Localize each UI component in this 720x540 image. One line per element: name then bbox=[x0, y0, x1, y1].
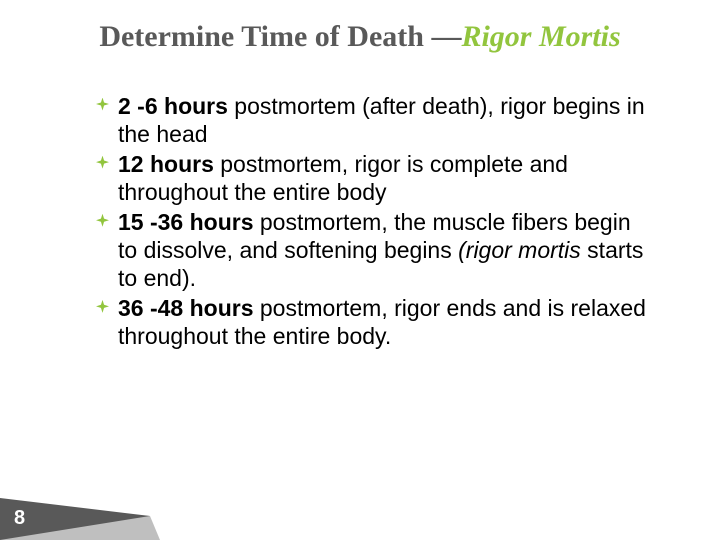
title-accent: Rigor Mortis bbox=[461, 20, 620, 53]
list-item: 36 -48 hours postmortem, rigor ends and … bbox=[96, 294, 656, 350]
list-item: 15 -36 hours postmortem, the muscle fibe… bbox=[96, 208, 656, 292]
bullet-bold: 2 -6 hours bbox=[118, 93, 228, 119]
bullet-bold: 12 hours bbox=[118, 151, 214, 177]
bullet-italic: (rigor mortis bbox=[458, 237, 581, 263]
bullet-list: 2 -6 hours postmortem (after death), rig… bbox=[40, 92, 680, 350]
slide-title: Determine Time of Death —Rigor Mortis bbox=[40, 18, 680, 56]
title-plain: Determine Time of Death — bbox=[99, 20, 461, 53]
list-item: 12 hours postmortem, rigor is complete a… bbox=[96, 150, 656, 206]
page-number: 8 bbox=[14, 507, 25, 530]
list-item: 2 -6 hours postmortem (after death), rig… bbox=[96, 92, 656, 148]
bullet-bold: 15 -36 hours bbox=[118, 209, 254, 235]
bullet-bold: 36 -48 hours bbox=[118, 295, 254, 321]
slide: Determine Time of Death —Rigor Mortis 2 … bbox=[0, 0, 720, 540]
